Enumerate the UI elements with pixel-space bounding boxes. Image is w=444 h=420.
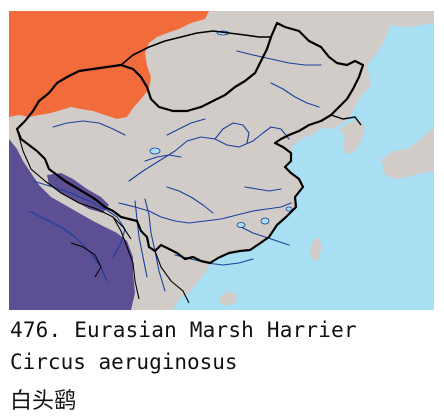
river-huai (244, 186, 282, 192)
range-map-svg (9, 11, 434, 310)
lake-poyang (260, 217, 270, 225)
hainan-land (219, 291, 237, 306)
river-east (240, 226, 290, 246)
myanmar-border (112, 216, 140, 300)
wintering-range-area (9, 139, 135, 310)
river-amur (236, 50, 322, 66)
mongolia-border (120, 30, 271, 66)
river-heilong-tributary (270, 82, 320, 108)
korea-border (330, 114, 362, 126)
river-yellow-loop (214, 122, 250, 144)
chinese-name: 白头鹞 (10, 389, 77, 414)
scientific-name: Circus aeruginosus (10, 350, 238, 374)
lake-taihu (285, 206, 293, 212)
river-salween (134, 200, 148, 278)
river-sichuan (166, 186, 214, 214)
range-map (9, 11, 434, 310)
india-nepal-border (16, 128, 132, 240)
river-north-1 (166, 118, 206, 136)
river-tarim (52, 120, 126, 136)
japan-land (381, 129, 434, 179)
river-qinghai (144, 154, 182, 162)
bangladesh-border (70, 242, 102, 278)
taiwan-land (310, 237, 322, 261)
breeding-range-area (9, 11, 209, 119)
river-brahmaputra (32, 180, 126, 258)
river-yangtze (118, 202, 292, 224)
lake-qinghai (149, 147, 161, 155)
lakes (149, 30, 293, 228)
indochina-border (154, 250, 190, 304)
china-border (15, 21, 365, 265)
species-number-and-name: 476. Eurasian Marsh Harrier (10, 318, 357, 342)
korea-land (339, 119, 365, 155)
lake-dongting (236, 222, 246, 228)
river-yellow (128, 126, 290, 182)
river-mekong (144, 198, 166, 292)
